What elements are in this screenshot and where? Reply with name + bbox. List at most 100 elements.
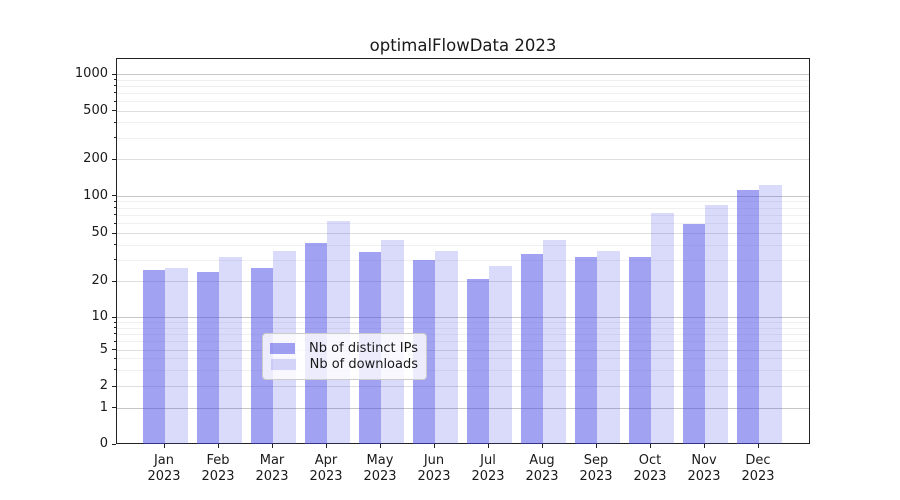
bar-downloads-nov [705,204,728,445]
gridline-y-50 [117,233,809,234]
x-tick-label-mar: Mar 2023 [242,453,302,485]
y-tick-mark-200 [112,158,116,160]
x-tick-label-apr: Apr 2023 [296,453,356,485]
x-tick-label-jul: Jul 2023 [458,453,518,485]
x-tick-label-year: 2023 [309,468,343,484]
bar-distinct-ips-sep [574,256,597,445]
x-tick-label-jun: Jun 2023 [404,453,464,485]
x-tick-label-year: 2023 [201,468,235,484]
gridline-y-200 [117,159,809,161]
legend: Nb of distinct IPs Nb of downloads [262,333,427,380]
bar-downloads-jun [435,250,458,445]
plot-area [116,58,810,445]
y-tick-mark-0 [112,443,116,445]
y-tick-mark-1 [112,407,116,409]
x-tick-mark-aug [542,443,543,448]
gridline-y-80 [117,207,809,209]
bar-downloads-dec [759,184,782,445]
x-tick-mark-jul [488,443,489,448]
gridline-y-6 [117,341,809,342]
x-tick-mark-mar [272,443,273,448]
y-minor-tick-mark-70 [113,214,116,216]
x-tick-label-aug: Aug 2023 [512,453,572,485]
x-tick-label-jan: Jan 2023 [134,453,194,485]
x-tick-label-year: 2023 [147,468,181,484]
bar-downloads-jul [489,265,512,445]
gridline-y-500 [117,110,809,112]
gridline-y-20 [117,281,809,282]
y-tick-label-1: 1 [99,399,108,415]
gridline-y-9 [117,322,809,324]
gridline-y-5 [117,349,809,351]
x-tick-mark-may [380,443,381,448]
gridline-y-300 [117,137,809,139]
y-minor-tick-mark-600 [113,100,116,102]
x-tick-label-month: Sep [583,452,609,468]
gridline-y-700 [117,92,809,94]
gridline-y-100 [117,195,809,197]
x-tick-label-feb: Feb 2023 [188,453,248,485]
gridline-y-800 [117,85,809,87]
legend-item-downloads: Nb of downloads [269,357,418,372]
legend-label-downloads: Nb of downloads [309,357,418,373]
bar-downloads-aug [543,240,566,445]
y-tick-label-10: 10 [91,309,108,325]
y-minor-tick-mark-4 [113,357,116,359]
y-tick-mark-1000 [112,73,116,75]
y-tick-mark-20 [112,280,116,282]
bar-distinct-ips-dec [736,189,759,445]
legend-swatch-distinct-ips [270,342,296,354]
y-tick-label-100: 100 [83,187,108,203]
x-tick-label-month: Mar [259,452,285,468]
y-tick-label-20: 20 [91,273,108,288]
gridline-y-900 [117,79,809,81]
y-tick-mark-10 [112,316,116,318]
y-minor-tick-mark-90 [113,200,116,202]
y-tick-mark-50 [112,232,116,234]
x-tick-label-oct: Oct 2023 [620,453,680,485]
bar-downloads-feb [219,256,242,445]
x-tick-label-year: 2023 [687,468,721,484]
x-tick-label-nov: Nov 2023 [674,453,734,485]
x-tick-label-month: Jul [480,452,496,468]
x-tick-label-month: Nov [691,452,717,468]
legend-label-distinct-ips: Nb of distinct IPs [309,340,418,356]
bar-distinct-ips-oct [628,256,651,445]
x-tick-label-month: Feb [206,452,230,468]
y-tick-mark-5 [112,349,116,350]
y-minor-tick-mark-700 [113,92,116,94]
x-tick-label-year: 2023 [579,468,613,484]
x-tick-mark-oct [650,443,651,448]
bar-distinct-ips-nov [682,223,705,445]
x-tick-label-month: May [366,452,394,468]
x-tick-label-dec: Dec 2023 [728,453,788,485]
gridline-y-1000 [117,74,809,75]
x-tick-label-month: Oct [638,452,662,468]
y-minor-tick-mark-8 [113,327,116,329]
y-tick-mark-2 [112,385,116,387]
x-tick-label-may: May 2023 [350,453,410,485]
bar-distinct-ips-aug [520,253,543,445]
x-tick-label-month: Jun [423,452,445,468]
legend-item-distinct-ips: Nb of distinct IPs [269,341,418,356]
x-tick-mark-sep [596,443,597,448]
y-tick-label-0: 0 [99,436,108,451]
y-minor-tick-mark-400 [113,121,116,123]
y-minor-tick-mark-60 [113,222,116,224]
y-tick-label-500: 500 [83,102,108,118]
y-tick-label-2: 2 [99,378,108,394]
x-tick-label-month: Jan [153,452,175,468]
gridline-y-600 [117,101,809,103]
x-tick-label-year: 2023 [363,468,397,484]
x-tick-label-year: 2023 [417,468,451,484]
y-minor-tick-mark-3 [113,369,116,371]
y-minor-tick-mark-300 [113,137,116,139]
x-tick-mark-apr [326,443,327,448]
gridline-y-7 [117,333,809,335]
y-minor-tick-mark-80 [113,207,116,209]
y-tick-label-5: 5 [99,341,108,357]
legend-swatch-downloads [270,359,296,371]
gridline-y-40 [117,244,809,246]
y-tick-mark-500 [112,110,116,112]
